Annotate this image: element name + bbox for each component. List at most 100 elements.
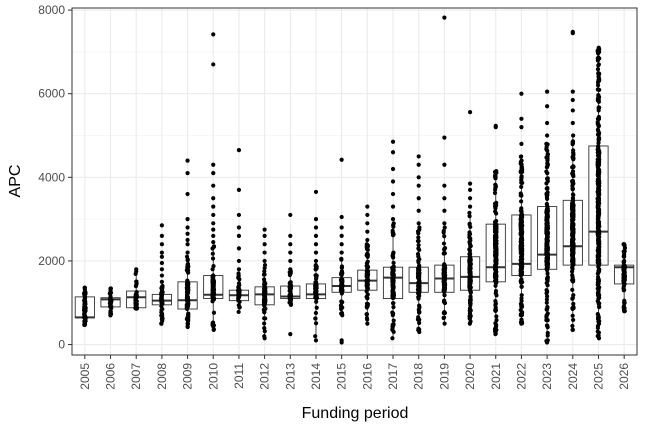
data-point xyxy=(596,63,601,68)
data-point xyxy=(108,304,113,309)
data-point xyxy=(442,196,447,201)
data-point xyxy=(417,280,422,286)
data-point xyxy=(494,251,499,256)
data-point xyxy=(494,225,499,231)
data-point xyxy=(390,310,395,315)
data-point xyxy=(236,212,242,218)
data-point xyxy=(390,204,396,209)
data-point xyxy=(211,196,216,201)
data-point xyxy=(211,171,216,176)
data-point xyxy=(545,323,550,328)
data-point xyxy=(314,266,319,271)
data-point xyxy=(493,123,498,128)
data-point xyxy=(82,322,87,327)
data-point xyxy=(492,190,498,196)
data-point xyxy=(236,281,242,286)
data-point xyxy=(288,331,293,337)
data-point xyxy=(519,199,524,204)
data-point xyxy=(545,330,550,336)
data-point xyxy=(571,150,576,155)
data-point xyxy=(570,89,575,94)
data-point xyxy=(262,279,267,285)
data-point xyxy=(262,302,267,307)
data-point xyxy=(416,175,421,180)
data-point xyxy=(210,256,216,261)
data-point xyxy=(159,279,164,284)
data-point xyxy=(390,179,396,184)
data-point xyxy=(211,244,217,249)
data-point xyxy=(519,266,524,271)
points-2006 xyxy=(107,286,114,318)
data-point xyxy=(544,215,549,220)
data-point xyxy=(211,162,216,167)
points-2014 xyxy=(313,189,319,343)
axes: 0 2000 4000 6000 8000 2005 2006 2007 2008 2009 201… xyxy=(38,3,638,390)
data-point xyxy=(314,292,319,297)
data-point xyxy=(210,279,215,284)
data-point xyxy=(520,230,525,235)
points-2011 xyxy=(236,148,242,315)
data-point xyxy=(313,273,319,278)
data-point xyxy=(365,212,370,218)
data-point xyxy=(595,67,601,72)
data-point xyxy=(570,256,575,261)
x-tick-label: 2024 xyxy=(566,363,580,390)
data-point xyxy=(339,283,344,289)
data-point xyxy=(545,190,550,195)
data-point xyxy=(339,265,344,270)
data-point xyxy=(596,277,601,282)
data-point xyxy=(159,254,164,259)
data-point xyxy=(493,239,498,244)
points-2023 xyxy=(544,89,550,345)
data-point xyxy=(365,264,371,270)
data-point xyxy=(544,340,550,345)
data-point xyxy=(108,286,113,291)
data-point xyxy=(544,169,549,174)
data-point xyxy=(340,313,345,318)
data-point xyxy=(545,148,550,153)
data-point xyxy=(211,327,216,333)
data-point xyxy=(159,307,164,313)
points-2009 xyxy=(184,158,191,330)
data-point xyxy=(494,218,499,224)
data-point xyxy=(621,272,626,277)
data-point xyxy=(416,260,421,265)
data-point xyxy=(442,268,447,273)
data-point xyxy=(339,214,344,220)
data-point xyxy=(570,227,575,232)
data-point xyxy=(467,241,473,247)
data-point xyxy=(262,269,267,274)
data-point xyxy=(82,296,87,301)
x-tick-label: 2025 xyxy=(591,363,605,390)
data-point xyxy=(467,196,473,201)
data-point xyxy=(519,293,524,298)
data-point xyxy=(442,225,447,230)
data-point xyxy=(185,321,191,327)
x-tick-label: 2019 xyxy=(437,363,451,390)
x-tick-label: 2010 xyxy=(206,363,220,390)
data-point xyxy=(570,295,575,301)
data-point xyxy=(262,310,267,315)
data-point xyxy=(262,298,267,303)
data-point xyxy=(390,283,395,288)
data-point xyxy=(596,206,601,212)
data-point xyxy=(597,179,602,184)
data-point xyxy=(417,309,422,314)
data-point xyxy=(571,133,576,138)
data-point xyxy=(417,320,422,326)
data-point xyxy=(236,148,242,153)
data-point xyxy=(545,283,550,288)
points-2019 xyxy=(441,15,448,326)
data-point xyxy=(518,223,524,228)
x-tick-label: 2005 xyxy=(78,363,92,390)
data-point xyxy=(159,321,164,326)
data-point xyxy=(493,187,498,192)
data-point xyxy=(417,291,422,296)
data-point xyxy=(185,324,190,330)
data-point xyxy=(211,292,216,297)
data-point xyxy=(544,186,549,191)
data-point xyxy=(493,291,498,296)
data-point xyxy=(545,208,550,213)
data-point xyxy=(442,293,447,298)
data-point xyxy=(494,168,499,174)
